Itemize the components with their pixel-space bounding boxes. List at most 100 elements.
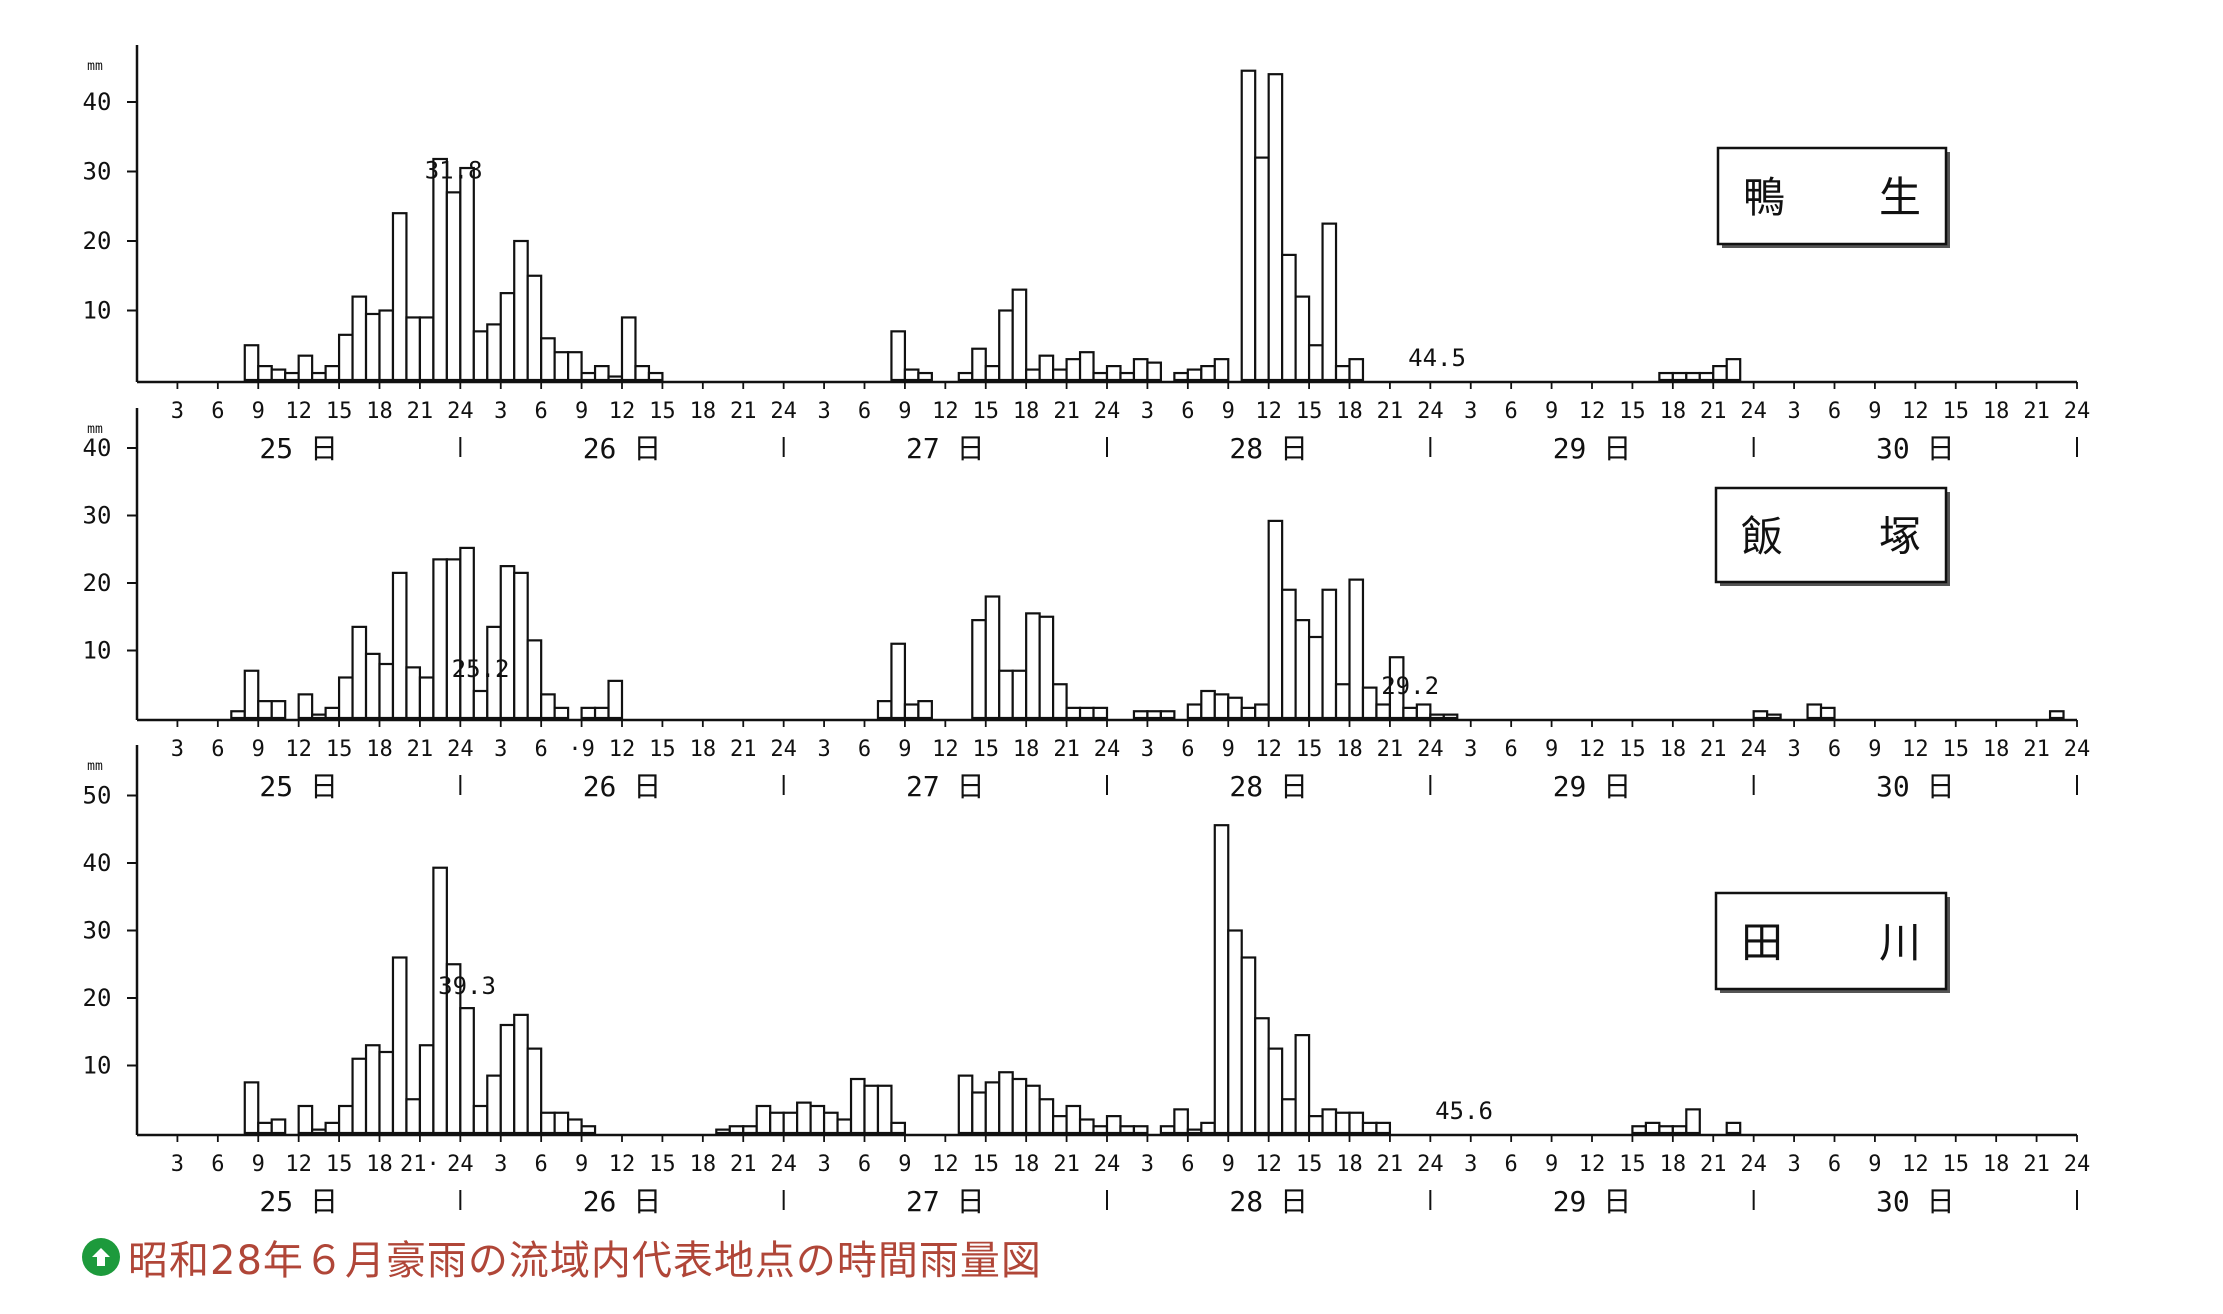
x-tick-label: 12: [1579, 399, 1606, 424]
x-tick-label: 6: [211, 399, 224, 424]
rain-bar: [903, 368, 920, 382]
x-tick-label: 24: [2064, 399, 2091, 424]
rain-bar: [1092, 371, 1109, 382]
rain-bar: [243, 669, 260, 720]
x-tick-label: 18: [1983, 1152, 2010, 1177]
x-tick-label: 15: [973, 1152, 1000, 1177]
rain-bar: [1429, 713, 1445, 720]
rain-bar: [499, 565, 516, 720]
station-name-char: 鴨: [1743, 173, 1785, 222]
x-tick-label: 18: [1336, 1152, 1363, 1177]
rain-bar: [1361, 686, 1378, 720]
rain-bar: [243, 1081, 260, 1135]
x-tick-label: 24: [1417, 1152, 1444, 1177]
rain-bar: [1281, 253, 1297, 382]
peak-value-label: 29.2: [1381, 672, 1439, 700]
rain-bar: [1644, 1121, 1661, 1135]
day-label: 27 日: [906, 1185, 985, 1218]
x-tick-label: 15: [1943, 1152, 1970, 1177]
x-tick-label: 18: [366, 1152, 393, 1177]
rain-bar: [1254, 1017, 1270, 1135]
rain-bar: [890, 642, 907, 720]
x-tick-label: 18: [1660, 399, 1687, 424]
x-tick-label: 18: [690, 1152, 717, 1177]
day-label: 26 日: [583, 432, 662, 465]
x-tick-label: 3: [171, 737, 184, 762]
x-tick-label: 3: [817, 399, 830, 424]
rain-bar: [1227, 929, 1243, 1135]
rain-bar: [1186, 368, 1203, 382]
y-unit-label: mm: [87, 59, 103, 74]
rain-bar: [1254, 703, 1270, 720]
x-tick-label: 21: [1053, 1152, 1080, 1177]
rain-bar: [257, 700, 273, 720]
rain-bar: [1267, 73, 1284, 382]
y-tick-label: 10: [83, 1052, 112, 1080]
rain-bar: [1321, 222, 1338, 382]
x-tick-label: 9: [1868, 399, 1881, 424]
rain-bar: [1200, 1121, 1216, 1135]
rain-bar: [1146, 710, 1162, 720]
day-label: 29 日: [1553, 1185, 1632, 1218]
x-tick-label: 6: [858, 1152, 871, 1177]
rain-bar: [1402, 706, 1418, 720]
station-label-box: [1716, 146, 1948, 246]
x-tick-label: 18: [1660, 1152, 1687, 1177]
rain-bar: [1442, 713, 1459, 720]
rain-bar: [1105, 1115, 1122, 1135]
station-name-char: 生: [1879, 173, 1921, 222]
x-tick-label: 24: [447, 737, 474, 762]
rain-bar: [405, 1098, 422, 1135]
rain-bar: [1078, 351, 1095, 382]
rain-bar: [593, 706, 610, 720]
x-tick-label: 3: [1141, 1152, 1154, 1177]
x-tick-label: 12: [1902, 1152, 1929, 1177]
x-tick-label: 6: [535, 1152, 548, 1177]
rain-bar: [1281, 1098, 1297, 1135]
rain-bar: [378, 1050, 395, 1135]
rain-bar: [984, 595, 1001, 720]
x-tick-label: 3: [817, 1152, 830, 1177]
rain-bar: [1321, 1108, 1338, 1135]
x-tick-label: 21: [1700, 737, 1727, 762]
rain-bar: [755, 1104, 772, 1135]
x-tick-label: 18: [1336, 399, 1363, 424]
x-tick-label: 9: [252, 1152, 265, 1177]
rain-bar: [257, 1121, 273, 1135]
x-tick-label: 15: [1619, 1152, 1646, 1177]
rain-bar: [324, 1121, 341, 1135]
rain-bar: [876, 1084, 893, 1135]
rain-bar: [1038, 354, 1055, 382]
rain-bar: [876, 700, 893, 720]
rain-bar: [1698, 371, 1715, 382]
rain-bar: [391, 571, 408, 720]
x-tick-label: 21: [1700, 1152, 1727, 1177]
day-label: 28 日: [1229, 432, 1308, 465]
rain-bar: [1092, 706, 1109, 720]
x-tick-label: 6: [1828, 1152, 1841, 1177]
rain-bar: [1766, 713, 1782, 720]
rain-bar: [1119, 1125, 1136, 1135]
rain-bar: [1038, 615, 1055, 720]
peak-value-label: 39.3: [438, 972, 496, 1000]
rain-bar: [1240, 956, 1257, 1135]
x-tick-label: 3: [1141, 399, 1154, 424]
day-label: 27 日: [906, 770, 985, 803]
rain-bar: [1334, 1111, 1351, 1135]
x-tick-label: 3: [1464, 737, 1477, 762]
x-tick-label: 24: [1094, 1152, 1121, 1177]
rain-bar: [782, 1111, 799, 1135]
x-tick-label: 24: [770, 399, 797, 424]
rain-bar: [351, 1057, 368, 1135]
rain-bar: [1159, 710, 1176, 720]
rain-bar: [297, 1104, 314, 1135]
x-tick-label: 9: [898, 737, 911, 762]
rain-bar: [540, 337, 556, 382]
rain-bar: [1025, 368, 1041, 382]
rain-bar: [1712, 365, 1728, 382]
rain-bar: [580, 371, 597, 382]
rain-bar: [957, 371, 974, 382]
rain-bar: [1334, 683, 1351, 720]
rain-bar: [391, 212, 408, 382]
rain-bar: [418, 316, 435, 382]
